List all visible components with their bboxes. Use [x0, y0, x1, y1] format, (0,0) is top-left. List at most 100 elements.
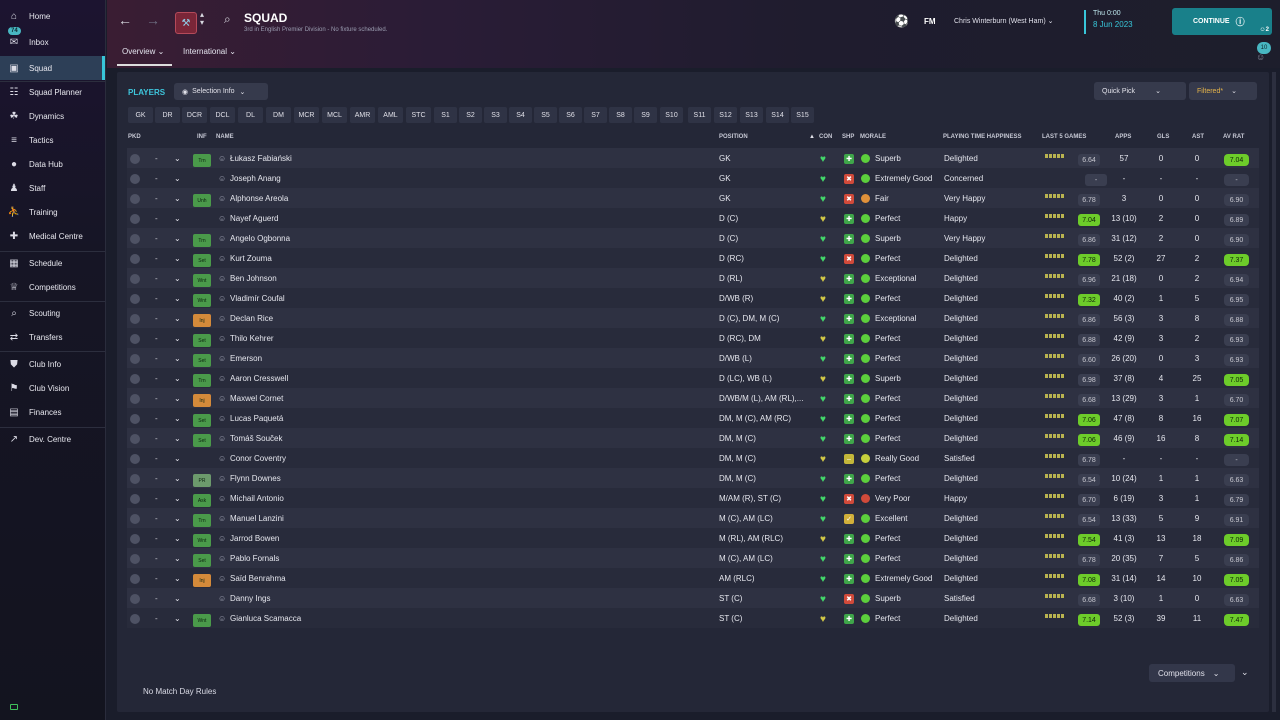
pick-toggle[interactable]	[130, 434, 140, 444]
col-shp[interactable]: SHP	[842, 134, 855, 140]
table-row[interactable]: - ⌄ Set ☺ Tomáš Souček DM, M (C) ♥ ✚ Perfect Deli…	[127, 428, 1259, 448]
table-row[interactable]: - ⌄ Trn ☺ Angelo Ogbonna D (C) ♥ ✚ Superb Very Ha…	[127, 228, 1259, 248]
pick-slot[interactable]: -	[155, 294, 158, 303]
position-filter-s7[interactable]: S7	[584, 107, 607, 123]
position-filter-stc[interactable]: STC	[406, 107, 431, 123]
sidebar-item-dev-centre[interactable]: ↗ Dev. Centre	[0, 427, 105, 451]
row-expand-chevron-icon[interactable]: ⌄	[174, 394, 181, 403]
pick-toggle[interactable]	[130, 554, 140, 564]
table-row[interactable]: - ⌄ Trn ☺ Manuel Lanzini M (C), AM (LC) ♥ ✓ Exce…	[127, 508, 1259, 528]
player-name[interactable]: Jarrod Bowen	[230, 534, 280, 543]
sidebar-item-tactics[interactable]: ≡ Tactics	[0, 128, 105, 152]
col-pkd[interactable]: PKD	[128, 134, 141, 140]
pick-toggle[interactable]	[130, 574, 140, 584]
pick-slot[interactable]: -	[155, 594, 158, 603]
row-expand-chevron-icon[interactable]: ⌄	[174, 554, 181, 563]
pick-toggle[interactable]	[130, 614, 140, 624]
pick-slot[interactable]: -	[155, 354, 158, 363]
sidebar-item-competitions[interactable]: ♕ Competitions	[0, 275, 105, 299]
player-name[interactable]: Łukasz Fabiański	[230, 154, 292, 163]
sidebar-item-squad-planner[interactable]: ☷ Squad Planner	[0, 80, 105, 104]
position-filter-dm[interactable]: DM	[266, 107, 291, 123]
pick-slot[interactable]: -	[155, 454, 158, 463]
pick-slot[interactable]: -	[155, 554, 158, 563]
pick-slot[interactable]: -	[155, 274, 158, 283]
position-filter-mcl[interactable]: MCL	[322, 107, 347, 123]
player-name[interactable]: Ben Johnson	[230, 274, 277, 283]
player-name[interactable]: Danny Ings	[230, 594, 271, 603]
expand-chevron-icon[interactable]: ⌄	[1241, 667, 1249, 677]
competitions-dropdown[interactable]: Competitions ⌄	[1149, 664, 1235, 682]
pick-slot[interactable]: -	[155, 414, 158, 423]
sidebar-item-finances[interactable]: ▤ Finances	[0, 400, 105, 424]
search-icon[interactable]: ⌕	[224, 12, 231, 26]
pick-toggle[interactable]	[130, 514, 140, 524]
pick-slot[interactable]: -	[155, 334, 158, 343]
pick-slot[interactable]: -	[155, 374, 158, 383]
sidebar-item-home[interactable]: ⌂ Home	[0, 4, 105, 28]
row-expand-chevron-icon[interactable]: ⌄	[174, 334, 181, 343]
pick-toggle[interactable]	[130, 534, 140, 544]
pick-slot[interactable]: -	[155, 394, 158, 403]
pick-slot[interactable]: -	[155, 514, 158, 523]
position-filter-aml[interactable]: AML	[378, 107, 403, 123]
table-row[interactable]: - ⌄ ☺ Conor Coventry DM, M (C) ♥ – Really Good S…	[127, 448, 1259, 468]
quick-pick-button[interactable]: Quick Pick ⌄	[1094, 82, 1186, 100]
player-name[interactable]: Aaron Cresswell	[230, 374, 289, 383]
pick-slot[interactable]: -	[155, 434, 158, 443]
col-avrat[interactable]: AV RAT	[1223, 134, 1245, 140]
table-row[interactable]: - ⌄ Set ☺ Pablo Fornals M (C), AM (LC) ♥ ✚ Perfe…	[127, 548, 1259, 568]
row-expand-chevron-icon[interactable]: ⌄	[174, 414, 181, 423]
pick-toggle[interactable]	[130, 354, 140, 364]
sidebar-item-schedule[interactable]: ▦ Schedule	[0, 251, 105, 275]
back-arrow-icon[interactable]: ←	[118, 12, 132, 28]
table-row[interactable]: - ⌄ Trn ☺ Łukasz Fabiański GK ♥ ✚ Superb Delighte…	[127, 148, 1259, 168]
tab-overview[interactable]: Overview ⌄	[122, 47, 165, 56]
sidebar-item-transfers[interactable]: ⇄ Transfers	[0, 325, 105, 349]
notification-badge[interactable]: 10	[1257, 42, 1271, 54]
position-filter-s12[interactable]: S12	[714, 107, 737, 123]
continue-button[interactable]: CONTINUE ⓘ ☺2	[1172, 8, 1272, 35]
scrollbar[interactable]	[1272, 72, 1276, 712]
col-inf[interactable]: INF	[197, 134, 207, 140]
pick-slot[interactable]: -	[155, 494, 158, 503]
row-expand-chevron-icon[interactable]: ⌄	[174, 314, 181, 323]
position-filter-s1[interactable]: S1	[434, 107, 457, 123]
player-name[interactable]: Angelo Ogbonna	[230, 234, 291, 243]
player-name[interactable]: Thilo Kehrer	[230, 334, 274, 343]
pick-toggle[interactable]	[130, 594, 140, 604]
pick-slot[interactable]: -	[155, 474, 158, 483]
col-name[interactable]: NAME	[216, 134, 234, 140]
pick-toggle[interactable]	[130, 254, 140, 264]
sidebar-item-club-info[interactable]: ⛊ Club Info	[0, 352, 105, 376]
game-date[interactable]: Thu 0:00 8 Jun 2023	[1084, 10, 1133, 34]
row-expand-chevron-icon[interactable]: ⌄	[174, 354, 181, 363]
pick-slot[interactable]: -	[155, 534, 158, 543]
row-expand-chevron-icon[interactable]: ⌄	[174, 214, 181, 223]
player-name[interactable]: Emerson	[230, 354, 263, 363]
position-filter-s5[interactable]: S5	[534, 107, 557, 123]
position-filter-s3[interactable]: S3	[484, 107, 507, 123]
table-row[interactable]: - ⌄ Wnt ☺ Ben Johnson D (RL) ♥ ✚ Exceptional Deli…	[127, 268, 1259, 288]
row-expand-chevron-icon[interactable]: ⌄	[174, 534, 181, 543]
pick-toggle[interactable]	[130, 274, 140, 284]
fm-logo[interactable]: FM	[924, 17, 936, 26]
row-expand-chevron-icon[interactable]: ⌄	[174, 594, 181, 603]
sidebar-item-squad[interactable]: ▣ Squad	[0, 56, 105, 80]
pick-toggle[interactable]	[130, 154, 140, 164]
match-day-rules[interactable]: No Match Day Rules	[143, 687, 217, 696]
player-name[interactable]: Conor Coventry	[230, 454, 287, 463]
table-row[interactable]: - ⌄ Wnt ☺ Jarrod Bowen M (RL), AM (RLC) ♥ ✚ Perf…	[127, 528, 1259, 548]
player-name[interactable]: Manuel Lanzini	[230, 514, 284, 523]
pick-slot[interactable]: -	[155, 234, 158, 243]
pick-toggle[interactable]	[130, 454, 140, 464]
pick-toggle[interactable]	[130, 314, 140, 324]
table-row[interactable]: - ⌄ ☺ Danny Ings ST (C) ♥ ✖ Superb Satisfied 6.68…	[127, 588, 1259, 608]
pick-toggle[interactable]	[130, 234, 140, 244]
sidebar-item-club-vision[interactable]: ⚑ Club Vision	[0, 376, 105, 400]
club-badge-icon[interactable]: ⚒	[175, 12, 197, 34]
player-name[interactable]: Alphonse Areola	[230, 194, 289, 203]
col-con[interactable]: CON	[819, 134, 833, 140]
row-expand-chevron-icon[interactable]: ⌄	[174, 574, 181, 583]
table-row[interactable]: - ⌄ Wnt ☺ Vladimír Coufal D/WB (R) ♥ ✚ Perfect De…	[127, 288, 1259, 308]
